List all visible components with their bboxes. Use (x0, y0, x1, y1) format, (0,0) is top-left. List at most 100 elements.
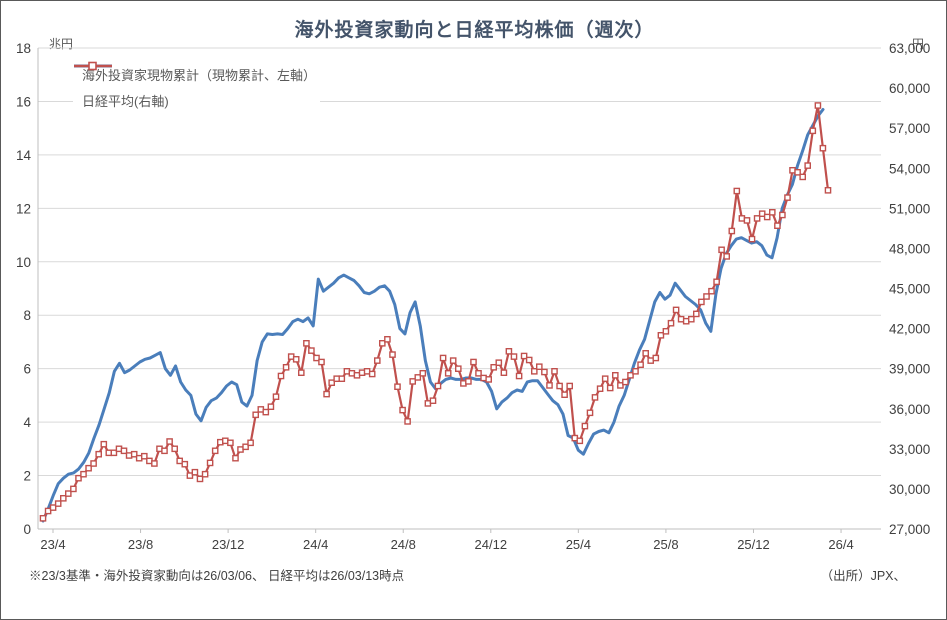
nikkei-marker (698, 298, 705, 306)
nikkei-marker (541, 368, 548, 376)
nikkei-marker (723, 253, 730, 260)
right-axis-unit: 円 (911, 37, 924, 51)
right-tick-label: 63,000 (889, 41, 930, 56)
nikkei-marker (703, 293, 710, 300)
nikkei-marker (80, 470, 87, 478)
nikkei-marker (612, 372, 619, 379)
nikkei-marker (520, 352, 528, 360)
nikkei-marker (191, 468, 199, 476)
nikkei-marker (642, 350, 649, 357)
nikkei-marker (308, 347, 315, 354)
nikkei-marker (627, 372, 634, 379)
nikkei-marker (769, 208, 776, 216)
left-tick-label: 12 (16, 201, 31, 216)
nikkei-marker (688, 315, 695, 323)
nikkei-marker (242, 443, 249, 451)
nikkei-marker (617, 382, 624, 389)
nikkei-marker (632, 368, 639, 375)
nikkei-marker (510, 353, 518, 360)
nikkei-marker (110, 449, 118, 457)
nikkei-marker (708, 287, 715, 295)
right-tick-label: 42,000 (889, 322, 930, 337)
legend-red-line-marker-swatch (74, 61, 112, 71)
nikkei-marker (44, 507, 52, 515)
foreign-investors-polyline (41, 108, 825, 523)
nikkei-marker (561, 391, 568, 399)
gridlines (38, 47, 881, 530)
nikkei-marker (495, 359, 503, 367)
right-tick-label: 27,000 (889, 522, 930, 537)
x-tick-label: 23/4 (40, 537, 65, 552)
chart-title: 海外投資家動向と日経平均株価（週次） (294, 20, 655, 41)
nikkei-marker (298, 369, 305, 377)
nikkei-marker (581, 422, 589, 430)
nikkei-marker (247, 439, 254, 447)
series-nikkei-line (39, 102, 832, 522)
nikkei-marker (389, 351, 396, 358)
nikkei-marker (465, 378, 472, 385)
left-tick-label: 0 (23, 522, 31, 537)
nikkei-marker (120, 447, 128, 455)
nikkei-marker (444, 370, 452, 377)
nikkei-marker (206, 459, 214, 467)
nikkei-marker (227, 439, 234, 447)
nikkei-marker (429, 397, 437, 405)
nikkei-marker (39, 515, 47, 522)
nikkei-marker (485, 376, 493, 383)
nikkei-marker (282, 364, 290, 371)
nikkei-marker (784, 194, 791, 201)
legend-item-foreign-investors: 海外投資家現物累計（現物累計、左軸） (73, 61, 321, 87)
nikkei-marker (186, 472, 194, 479)
right-tick-label: 45,000 (889, 282, 930, 297)
x-tick-label: 25/4 (566, 537, 591, 552)
nikkei-marker (70, 485, 77, 493)
series-foreign-investors-line (41, 108, 825, 523)
left-tick-label: 10 (16, 255, 31, 270)
nikkei-marker (201, 470, 209, 478)
nikkei-marker (672, 306, 680, 314)
nikkei-marker (799, 173, 806, 181)
nikkei-marker (176, 457, 184, 465)
nikkei-marker (470, 358, 477, 366)
nikkei-marker (292, 356, 300, 363)
nikkei-marker (531, 368, 538, 375)
nikkei-marker (525, 356, 533, 364)
nikkei-marker (399, 406, 406, 414)
legend: 海外投資家現物累計（現物累計、左軸） 日経平均(右軸) (73, 61, 321, 113)
nikkei-marker (652, 354, 660, 362)
nikkei-marker (328, 379, 336, 387)
nikkei-marker (414, 374, 422, 381)
x-tick-label: 24/4 (303, 537, 328, 552)
nikkei-marker (64, 490, 72, 497)
x-tick-label: 25/8 (653, 537, 678, 552)
nikkei-marker (384, 336, 391, 343)
right-tick-label: 54,000 (889, 161, 930, 176)
nikkei-polyline (42, 104, 830, 519)
nikkei-marker (536, 363, 543, 371)
nikkei-marker (303, 340, 310, 347)
nikkei-marker (814, 102, 822, 109)
nikkei-marker (819, 144, 827, 152)
nikkei-marker (515, 372, 523, 380)
nikkei-marker (151, 460, 158, 467)
x-axis-tick-labels: 23/4 23/8 23/12 24/4 24/8 24/12 25/4 25/8 25/12 2… (40, 537, 853, 552)
nikkei-marker (85, 464, 92, 472)
nikkei-marker (54, 500, 62, 507)
right-tick-label: 48,000 (889, 241, 930, 256)
nikkei-marker (368, 370, 376, 378)
legend-label-nikkei: 日経平均(右軸) (82, 93, 169, 109)
nikkei-marker (718, 246, 725, 254)
nikkei-marker (439, 354, 447, 362)
left-tick-label: 18 (16, 41, 31, 56)
nikkei-marker (60, 495, 67, 502)
nikkei-marker (404, 418, 411, 425)
nikkei-marker (743, 217, 751, 224)
left-axis-tick-labels: 18 16 14 12 10 8 6 4 2 0 (16, 41, 32, 537)
nikkei-marker (809, 127, 817, 135)
nikkei-marker (551, 368, 558, 375)
nikkei-marker (232, 454, 239, 462)
nikkei-marker (606, 384, 614, 392)
nikkei-marker (779, 211, 786, 219)
nikkei-marker (196, 475, 204, 483)
